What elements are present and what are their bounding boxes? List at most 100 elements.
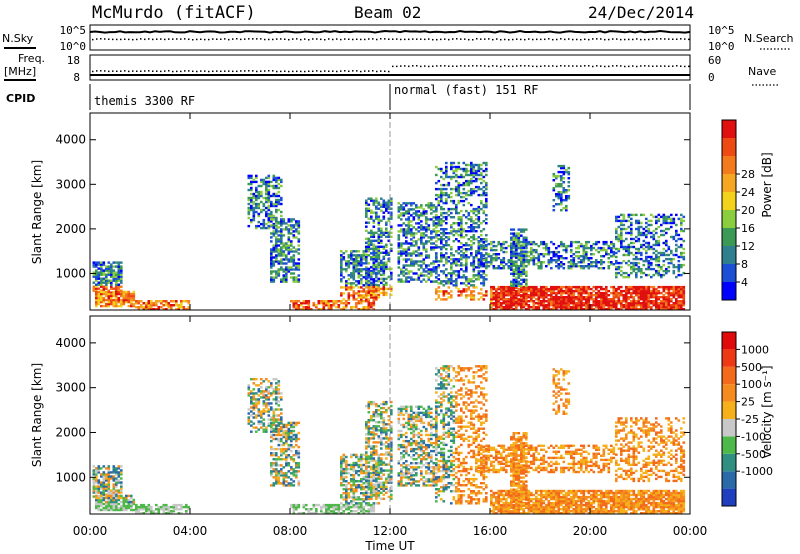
heatmap-cell	[447, 207, 451, 211]
heatmap-cell	[482, 209, 486, 213]
heatmap-cell	[657, 241, 661, 245]
heatmap-cell	[535, 308, 538, 311]
heatmap-cell	[142, 503, 146, 507]
heatmap-cell	[582, 296, 586, 299]
heatmap-cell	[410, 202, 413, 205]
heatmap-cell	[610, 285, 613, 289]
heatmap-cell	[92, 281, 96, 284]
heatmap-cell	[600, 298, 603, 301]
heatmap-cell	[612, 296, 616, 299]
heatmap-cell	[112, 275, 116, 278]
heatmap-cell	[552, 253, 556, 256]
heatmap-cell	[125, 294, 128, 298]
heatmap-cell	[380, 209, 383, 212]
heatmap-cell	[375, 259, 378, 263]
heatmap-cell	[645, 255, 648, 259]
heatmap-cell	[107, 481, 111, 484]
heatmap-cell	[265, 196, 268, 200]
heatmap-cell	[397, 224, 401, 227]
heatmap-cell	[370, 252, 373, 255]
heatmap-cell	[362, 252, 366, 255]
heatmap-cell	[255, 194, 258, 198]
heatmap-cell	[340, 278, 343, 281]
heatmap-cell	[425, 228, 428, 231]
heatmap-cell	[540, 263, 543, 266]
heatmap-cell	[417, 276, 421, 279]
heatmap-cell	[667, 298, 671, 301]
heatmap-cell	[125, 504, 128, 508]
heatmap-cell	[645, 225, 648, 229]
heatmap-cell	[252, 192, 256, 196]
heatmap-cell	[440, 199, 443, 203]
heatmap-cell	[102, 298, 106, 302]
heatmap-cell	[440, 256, 443, 259]
heatmap-cell	[92, 477, 96, 480]
heatmap-cell	[262, 418, 266, 421]
heatmap-cell	[562, 187, 566, 190]
heatmap-cell	[95, 481, 98, 484]
heatmap-cell	[447, 193, 451, 197]
heatmap-cell	[680, 285, 683, 289]
heatmap-cell	[265, 222, 268, 226]
heatmap-cell	[522, 254, 526, 257]
heatmap-cell	[677, 245, 681, 249]
heatmap-cell	[667, 285, 671, 289]
heatmap-cell	[672, 306, 676, 309]
heatmap-cell	[177, 508, 181, 511]
heatmap-cell	[290, 256, 293, 259]
heatmap-cell	[377, 219, 381, 222]
heatmap-cell	[125, 298, 128, 302]
heatmap-cell	[257, 192, 261, 196]
heatmap-cell	[397, 216, 401, 219]
heatmap-cell	[627, 253, 631, 257]
heatmap-cell	[522, 230, 526, 233]
heatmap-cell	[275, 272, 278, 275]
heatmap-cell	[475, 189, 478, 193]
heatmap-cell	[642, 291, 646, 295]
heatmap-cell	[595, 263, 598, 266]
heatmap-cell	[100, 265, 103, 268]
heatmap-cell	[105, 287, 108, 290]
heatmap-cell	[275, 204, 278, 208]
heatmap-cell	[490, 296, 493, 299]
heatmap-cell	[275, 390, 278, 393]
heatmap-cell	[290, 242, 293, 245]
heatmap-cell	[95, 271, 98, 274]
heatmap-cell	[165, 300, 168, 303]
heatmap-cell	[480, 274, 483, 277]
heatmap-cell	[517, 268, 521, 271]
heatmap-cell	[280, 464, 283, 467]
heatmap-cell	[457, 193, 461, 197]
heatmap-cell	[445, 183, 448, 187]
heatmap-cell	[377, 203, 381, 206]
heatmap-cell	[255, 384, 258, 387]
heatmap-cell	[247, 208, 251, 212]
heatmap-cell	[270, 394, 273, 397]
heatmap-cell	[95, 265, 98, 268]
heatmap-cell	[292, 484, 296, 487]
heatmap-cell	[427, 268, 431, 271]
heatmap-cell	[567, 302, 571, 305]
heatmap-cell	[247, 210, 251, 214]
heatmap-cell	[635, 275, 638, 279]
heatmap-cell	[370, 258, 373, 261]
heatmap-cell	[632, 253, 636, 257]
heatmap-cell	[365, 247, 368, 251]
heatmap-cell	[460, 290, 463, 293]
heatmap-cell	[647, 223, 651, 227]
heatmap-cell	[362, 276, 366, 279]
heatmap-cell	[280, 252, 283, 255]
heatmap-cell	[160, 508, 163, 511]
heatmap-cell	[652, 296, 656, 299]
heatmap-cell	[92, 469, 96, 472]
heatmap-cell	[385, 201, 388, 204]
heatmap-cell	[605, 296, 608, 299]
heatmap-cell	[520, 274, 523, 278]
heatmap-cell	[267, 176, 271, 180]
heatmap-cell	[277, 474, 281, 477]
heatmap-cell	[525, 286, 528, 290]
heatmap-cell	[275, 426, 278, 429]
heatmap-cell	[470, 179, 473, 183]
heatmap-cell	[272, 234, 276, 237]
heatmap-cell	[272, 278, 276, 281]
